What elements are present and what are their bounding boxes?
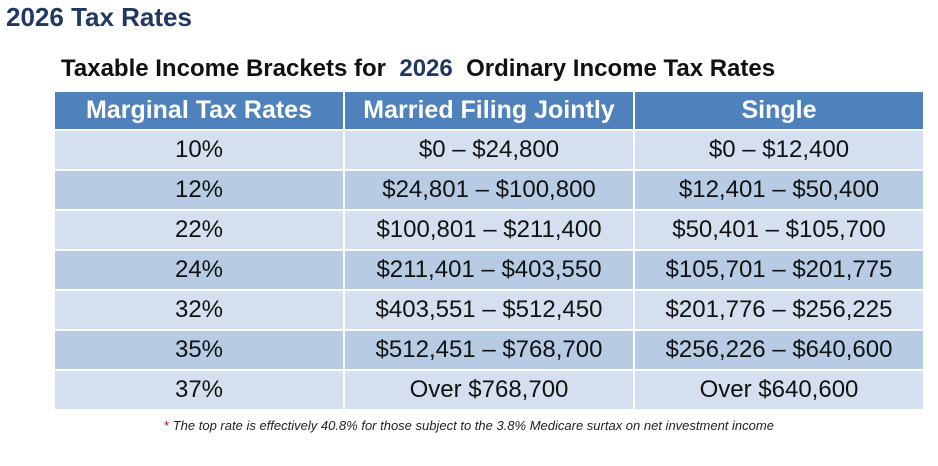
page-title: 2026 Tax Rates	[6, 2, 192, 32]
married-jointly-cell: $211,401 – $403,550	[344, 249, 635, 290]
married-jointly-cell: $512,451 – $768,700	[344, 329, 635, 370]
table-header-row: Marginal Tax Rates Married Filing Jointl…	[55, 92, 923, 131]
table-title: Taxable Income Brackets for 2026 Ordinar…	[61, 55, 775, 83]
single-cell: $0 – $12,400	[634, 129, 923, 170]
rate-cell: 22%	[55, 209, 345, 250]
footnote: * The top rate is effectively 40.8% for …	[0, 418, 938, 434]
footnote-marker: *	[164, 418, 170, 433]
column-header-married-jointly: Married Filing Jointly	[344, 92, 635, 131]
married-jointly-cell: $100,801 – $211,400	[344, 209, 635, 250]
table-title-year: 2026	[399, 55, 453, 82]
table-row: 32% $403,551 – $512,450 $201,776 – $256,…	[55, 289, 923, 330]
table-row: 22% $100,801 – $211,400 $50,401 – $105,7…	[55, 209, 923, 250]
single-cell: $256,226 – $640,600	[634, 329, 923, 370]
single-cell: $105,701 – $201,775	[634, 249, 923, 290]
table-row: 24% $211,401 – $403,550 $105,701 – $201,…	[55, 249, 923, 290]
rate-cell: 12%	[55, 169, 345, 210]
column-header-single: Single	[634, 92, 923, 131]
married-jointly-cell: $24,801 – $100,800	[344, 169, 635, 210]
table-row: 12% $24,801 – $100,800 $12,401 – $50,400	[55, 169, 923, 210]
married-jointly-cell: $0 – $24,800	[344, 129, 635, 170]
tax-brackets-table: Marginal Tax Rates Married Filing Jointl…	[55, 92, 923, 409]
married-jointly-cell: Over $768,700	[344, 369, 635, 409]
rate-cell: 35%	[55, 329, 345, 370]
table-title-prefix: Taxable Income Brackets for	[61, 55, 400, 82]
footnote-text: The top rate is effectively 40.8% for th…	[169, 418, 774, 433]
table-title-suffix: Ordinary Income Tax Rates	[452, 55, 776, 82]
rate-cell: 37%	[55, 369, 345, 409]
table-row: 10% $0 – $24,800 $0 – $12,400	[55, 129, 923, 170]
single-cell: $50,401 – $105,700	[634, 209, 923, 250]
single-cell: $12,401 – $50,400	[634, 169, 923, 210]
rate-cell: 10%	[55, 129, 345, 170]
rate-cell: 32%	[55, 289, 345, 330]
married-jointly-cell: $403,551 – $512,450	[344, 289, 635, 330]
rate-cell: 24%	[55, 249, 345, 290]
column-header-rate: Marginal Tax Rates	[55, 92, 345, 131]
table-row: 35% $512,451 – $768,700 $256,226 – $640,…	[55, 329, 923, 370]
single-cell: $201,776 – $256,225	[634, 289, 923, 330]
table-row: 37% Over $768,700 Over $640,600	[55, 369, 923, 409]
single-cell: Over $640,600	[634, 369, 923, 409]
